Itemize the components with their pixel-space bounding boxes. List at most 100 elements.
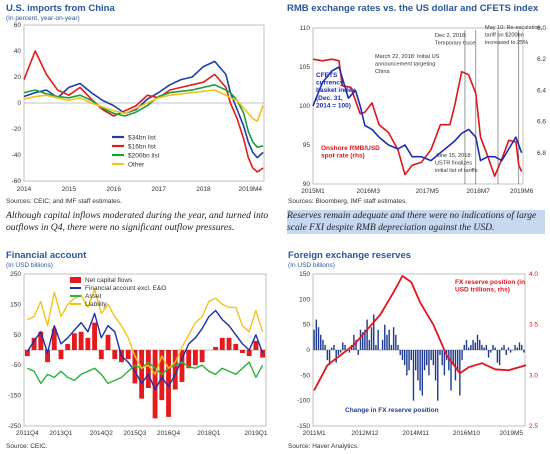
bar	[31, 337, 37, 350]
bar	[105, 334, 111, 350]
bar	[375, 344, 377, 350]
y2-tick-label: 6.6	[537, 119, 546, 126]
bar	[353, 334, 355, 350]
bar	[337, 350, 340, 356]
x-tick-label: 2015M1	[301, 188, 325, 195]
bar	[461, 350, 463, 361]
bar	[417, 350, 419, 381]
bar	[421, 350, 424, 396]
bar	[359, 329, 362, 350]
x-tick-label: 2011Q4	[16, 430, 39, 437]
x-tick-label: 2015	[62, 186, 77, 193]
annotation-cfets: CFETS	[316, 72, 338, 79]
y-tick-label: 50	[14, 332, 22, 339]
bar	[24, 350, 30, 357]
annotation-cfets: currency	[316, 80, 344, 87]
bar	[357, 350, 359, 356]
y-tick-label: 50	[303, 322, 311, 329]
bar	[406, 350, 408, 376]
bar	[523, 350, 525, 353]
bar	[186, 350, 192, 369]
chart-source: Sources: CEIC; and IMF staff estimates.	[6, 198, 122, 205]
x-tick-label: 2012M12	[351, 430, 378, 437]
bar	[246, 350, 252, 357]
bar	[313, 329, 315, 350]
bar	[233, 343, 239, 350]
series-line	[23, 60, 264, 159]
bar	[226, 337, 232, 350]
annotation-event: China	[375, 69, 391, 75]
x-tick-label: 2019M5	[500, 430, 524, 437]
x-tick-label: 2016Q4	[157, 430, 181, 437]
annotation-spot: spot rate (rhs)	[321, 153, 365, 160]
bar	[412, 350, 415, 401]
bar	[335, 350, 337, 363]
bar	[317, 327, 320, 350]
bar	[78, 331, 84, 350]
rmb-chart-plot: 90 95 100 105 110 6.0 6.2 6.4 6.6 6.8 2015M1 2016M3…	[299, 25, 546, 195]
bar	[512, 350, 514, 351]
x-tick-label: 2017M5	[415, 188, 439, 195]
legend-entry: $34bn list	[128, 135, 156, 142]
y-tick-label: 40	[14, 48, 22, 55]
y2-tick-label: 2.5	[529, 423, 538, 430]
y-tick-label: -250	[8, 423, 21, 430]
bar	[328, 350, 331, 366]
bar	[348, 350, 351, 353]
bar	[253, 340, 259, 350]
x-tick-label: 2016	[106, 186, 121, 193]
bar	[505, 350, 507, 356]
series-line	[23, 84, 264, 148]
x-tick-label: 2018M7	[466, 188, 490, 195]
y-tick-label: -150	[297, 423, 310, 430]
bar	[159, 350, 165, 401]
bar	[423, 350, 426, 371]
bar	[476, 334, 479, 350]
bar	[467, 347, 470, 350]
bar	[410, 350, 412, 361]
y-tick-label: 150	[10, 301, 21, 308]
bar	[379, 350, 382, 351]
bar	[373, 314, 375, 350]
bar	[132, 350, 138, 384]
bar	[384, 324, 386, 350]
reserves-chart-plot: -150 -100 -50 0 50 100 150 2.5 3.0 3.5 4.0 2011M1 20…	[297, 271, 538, 437]
chart-title: Foreign exchange reserves	[288, 250, 412, 261]
bar	[152, 350, 158, 419]
bar	[145, 350, 151, 388]
bar	[139, 350, 145, 399]
y-tick-label: 90	[303, 181, 311, 188]
bar	[516, 347, 518, 350]
chart-title: RMB exchange rates vs. the US dollar and…	[287, 3, 539, 14]
y-tick-label: 20	[14, 74, 22, 81]
y2-tick-label: 3.5	[529, 322, 538, 329]
bar	[472, 339, 474, 350]
financial-chart-plot: -250 -150 -50 50 150 250 2011Q4 2013Q1 2014Q2 201…	[8, 271, 268, 437]
bar	[395, 334, 397, 350]
bar	[92, 322, 98, 350]
x-tick-label: 2018	[196, 186, 211, 193]
x-tick-label: 2013Q1	[49, 430, 73, 437]
bar	[496, 350, 499, 363]
bar	[503, 344, 505, 350]
bar	[366, 319, 368, 350]
bar	[514, 344, 516, 350]
series-line-reserves	[313, 275, 527, 391]
x-tick-label: 2017	[151, 186, 166, 193]
y2-tick-label: 4.0	[529, 271, 538, 278]
legend-entry: Asset	[85, 293, 101, 300]
bar	[386, 334, 388, 350]
legend-entry: $16bn list	[128, 144, 156, 151]
bar	[333, 344, 335, 350]
bar	[419, 350, 421, 391]
bar	[320, 334, 322, 350]
y2-tick-label: 6.4	[537, 87, 546, 94]
bar	[498, 350, 501, 366]
annotation-event: announcement targeting	[375, 62, 435, 68]
bar	[331, 347, 333, 350]
annotation-reserves: USD trillions, rhs)	[455, 287, 510, 294]
annotation-reserves: FX reserve position (in	[455, 279, 525, 286]
bar	[434, 350, 437, 381]
y-tick-label: -60	[12, 178, 22, 185]
caption-left: Although capital inflows moderated durin…	[6, 210, 269, 233]
